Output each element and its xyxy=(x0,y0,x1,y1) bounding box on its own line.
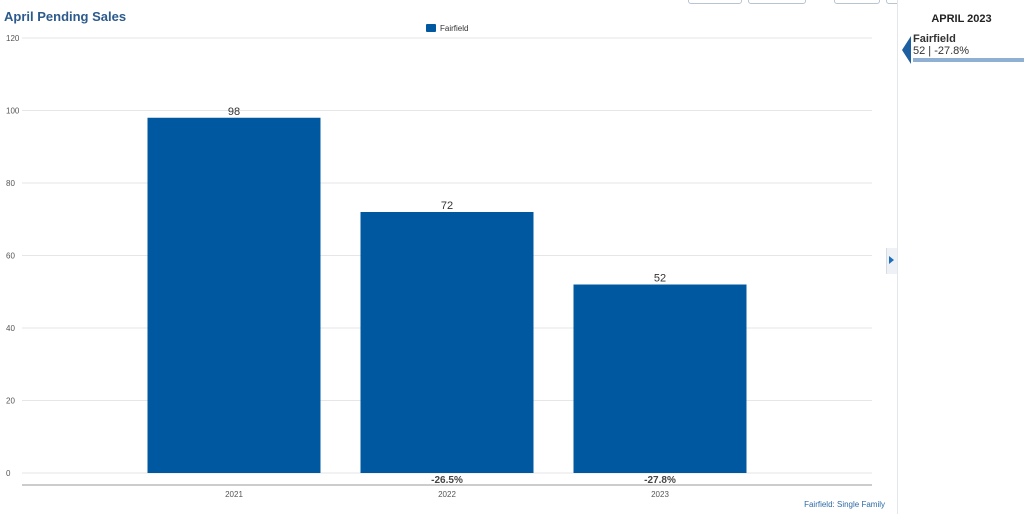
page-title: April Pending Sales xyxy=(4,9,127,24)
x-tick-label: 2022 xyxy=(438,490,456,499)
panel-toggle[interactable] xyxy=(886,248,897,274)
y-tick-label: 0 xyxy=(6,469,11,478)
chevron-right-icon xyxy=(889,256,894,264)
y-tick-label: 40 xyxy=(6,324,15,333)
chart-footnote: Fairfield: Single Family xyxy=(804,500,885,509)
panel-area-value: 52 | -27.8% xyxy=(913,45,970,57)
bars: 98 72 -26.5% 52 -27.8% xyxy=(147,106,747,486)
bar-2022[interactable] xyxy=(360,212,534,473)
y-tick-label: 20 xyxy=(6,397,15,406)
y-tick-label: 120 xyxy=(6,34,20,43)
panel-value-bar xyxy=(913,58,1024,62)
share-button[interactable] xyxy=(748,0,806,4)
panel-area-name: Fairfield xyxy=(913,33,956,45)
y-tick-label: 100 xyxy=(6,107,20,116)
x-tick-label: 2021 xyxy=(225,490,243,499)
bar-2023[interactable] xyxy=(573,284,747,474)
chart-type-button[interactable] xyxy=(834,0,880,4)
panel-date: APRIL 2023 xyxy=(931,13,992,25)
bar-value-label: 98 xyxy=(228,106,240,118)
legend-label: Fairfield xyxy=(440,24,468,33)
bar-value-label: 52 xyxy=(654,273,666,285)
bar-2021[interactable] xyxy=(147,117,321,473)
legend[interactable]: Fairfield xyxy=(426,24,468,33)
x-tick-label: 2023 xyxy=(651,490,669,499)
side-panel: APRIL 2023 Fairfield 52 | -27.8% xyxy=(897,0,1024,514)
y-tick-label: 80 xyxy=(6,179,15,188)
change-label: -26.5% xyxy=(431,475,463,486)
y-tick-label: 60 xyxy=(6,252,15,261)
x-axis: 2021 2022 2023 xyxy=(22,484,872,499)
y-axis-ticks: 0 20 40 60 80 100 120 xyxy=(6,34,20,478)
change-label: -27.8% xyxy=(644,475,676,486)
legend-swatch xyxy=(426,24,436,32)
bar-value-label: 72 xyxy=(441,200,453,212)
print-button[interactable] xyxy=(688,0,742,4)
caret-left-icon xyxy=(902,36,911,64)
